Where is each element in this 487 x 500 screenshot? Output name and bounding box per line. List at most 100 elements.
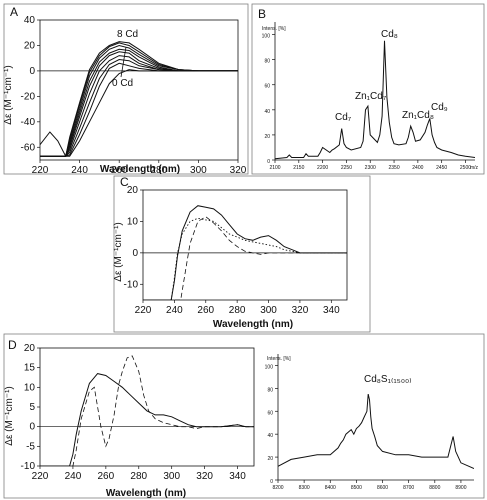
panel-d-left-y-tick-label: 0 <box>29 422 35 433</box>
panel-b-y-tick-label: 20 <box>264 134 270 140</box>
panel-d-right-x-tick-label: 8500 <box>351 485 362 491</box>
panel-d-right-peak-label: Cd₈S₁₍₁₅₀₀₎ <box>364 374 412 385</box>
panel-b-axes: 2100 2150 2200 2250 2300 2350 2400 2450 2500 0 20 4… <box>262 22 475 171</box>
panel-b-y-tick-label: 40 <box>264 109 270 115</box>
panel-d-right-ylabel: Intens. [%] <box>267 356 291 362</box>
panel-d-left-x-tick-label: 220 <box>32 471 49 482</box>
panel-b-peak-zn1cd8: Zn₁Cd₈ <box>402 110 434 121</box>
panel-d-left-ylabel: Δε (M⁻¹cm⁻¹) <box>4 386 15 445</box>
panel-b-y-tick-label: 80 <box>264 59 270 65</box>
panel-c-frame <box>113 175 371 333</box>
panel-d-left-x-tick-label: 340 <box>229 471 246 482</box>
panel-d-left-y-tick-label: 15 <box>24 363 36 374</box>
panel-a-y-tick-label: -40 <box>21 117 36 128</box>
panel-c: C 220 240 260 280 300 320 340 -10 0 10 20 Waveleng… <box>113 175 371 333</box>
panel-d: D 220 240 260 280 300 320 340 -10 -5 0 5 10 15 20 Wav… <box>3 333 485 499</box>
panel-d-right-x-tick-label: 8900 <box>455 485 466 491</box>
panel-c-x-tick-label: 340 <box>323 305 340 316</box>
panel-b-y-tick-label: 0 <box>267 159 270 165</box>
panel-d-right-y-tick-label: 40 <box>267 433 273 439</box>
panel-b-x-tick-label: 2200 <box>317 165 328 171</box>
panel-d-left-series-2-line <box>40 355 254 466</box>
panel-c-y-tick-label: 20 <box>127 185 139 196</box>
panel-c-ylabel: Δε (M⁻¹cm⁻¹) <box>113 222 124 281</box>
panel-b-frame <box>251 3 485 175</box>
panel-d-left-y-tick-label: -5 <box>26 441 35 452</box>
panel-a-series-6-line <box>40 48 238 157</box>
panel-d-left-x-tick-label: 280 <box>130 471 147 482</box>
panel-c-x-tick-label: 320 <box>292 305 309 316</box>
panel-a-annotation-0cd: 0 Cd <box>112 78 133 89</box>
panel-a-axes: 220 240 260 280 300 320 -60 -40 -20 0 20 40 <box>21 15 247 176</box>
panel-d-left-x-tick-label: 300 <box>163 471 180 482</box>
panel-b-x-tick-label: 2300 <box>365 165 376 171</box>
panel-c-y-tick-label: 10 <box>127 216 139 227</box>
panel-d-right-y-tick-label: 60 <box>267 410 273 416</box>
panel-d-left-y-tick-label: 20 <box>24 343 36 354</box>
panel-a-y-tick-label: 40 <box>24 15 36 26</box>
panel-c-y-tick-label: -10 <box>124 279 139 290</box>
panel-d-letter: D <box>8 338 17 352</box>
panel-d-right-x-tick-label: 8600 <box>377 485 388 491</box>
panel-d-right-x-tick-label: 8700 <box>403 485 414 491</box>
panel-d-left-x-tick-label: 260 <box>98 471 115 482</box>
panel-a-y-tick-label: -20 <box>21 91 36 102</box>
panel-a-ylabel: Δε (M⁻¹cm⁻¹) <box>3 65 14 124</box>
panel-b-series <box>275 40 475 160</box>
panel-d-left-series <box>40 355 254 466</box>
panel-c-x-tick-label: 280 <box>229 305 246 316</box>
panel-d-left-y-tick-label: 10 <box>24 382 36 393</box>
panel-d-right-y-tick-label: 80 <box>267 387 273 393</box>
panel-a-x-tick-label: 260 <box>111 165 128 176</box>
panel-c-plot-area <box>142 189 348 301</box>
panel-b: B 2100 2150 2200 2250 2300 2350 2400 2450 250002… <box>251 3 485 175</box>
panel-a-xlabel: Wavelength (nm) <box>100 164 180 175</box>
panel-a-x-tick-label: 220 <box>32 165 49 176</box>
panel-d-left-x-tick-label: 320 <box>196 471 213 482</box>
panel-d-right-series-1-line <box>278 393 474 469</box>
panel-d-right-x-tick-label: 8800 <box>429 485 440 491</box>
panel-a-x-tick-label: 240 <box>71 165 88 176</box>
panel-a-series <box>40 41 238 157</box>
panel-b-x-tick-label: 2150 <box>293 165 304 171</box>
panel-a-x-tick-label: 300 <box>190 165 207 176</box>
panel-d-frame <box>3 333 485 499</box>
panel-d-right-series <box>278 393 474 469</box>
panel-c-series <box>143 205 347 300</box>
panel-d-left-y-tick-label: 5 <box>29 402 35 413</box>
panel-d-left-x-tick-label: 240 <box>65 471 82 482</box>
panel-b-x-tick-label: 2350 <box>388 165 399 171</box>
panel-c-x-tick-label: 240 <box>166 305 183 316</box>
panel-c-series-3-line <box>143 216 347 300</box>
panel-b-letter: B <box>258 7 266 21</box>
panel-c-x-tick-label: 300 <box>260 305 277 316</box>
panel-c-series-2-line <box>143 217 347 300</box>
panel-d-right-y-tick-label: 20 <box>267 456 273 462</box>
panel-d-right-x-tick-label: 8400 <box>325 485 336 491</box>
panel-c-y-tick-label: 0 <box>132 248 138 259</box>
panel-d-right-x-tick-label: 8300 <box>299 485 310 491</box>
panel-d-left-series-1-line <box>40 373 254 466</box>
panel-b-series-1-line <box>275 40 475 160</box>
panel-b-x-tick-label: 2250 <box>341 165 352 171</box>
panel-b-peak-cd8: Cd₈ <box>381 29 398 40</box>
panel-c-xlabel: Wavelength (nm) <box>213 319 293 330</box>
panel-d-left-y-tick-label: -10 <box>21 461 36 472</box>
panel-a-frame <box>3 3 249 175</box>
panel-c-x-tick-label: 220 <box>135 305 152 316</box>
panel-a-annotation-arrow <box>120 46 127 78</box>
panel-d-left-axes: 220 240 260 280 300 320 340 -10 -5 0 5 10 15 20 <box>21 343 255 482</box>
panel-d-left-plot-area <box>39 347 255 467</box>
panel-d-left-xlabel: Wavelength (nm) <box>106 488 186 499</box>
panel-d-right-y-tick-label: 100 <box>265 364 274 370</box>
panel-b-x-tick-label: 2500 <box>460 165 471 171</box>
panel-c-letter: C <box>120 175 129 189</box>
panel-d-right-x-tick-label: 8200 <box>272 485 283 491</box>
panel-a-plot-area <box>39 19 239 161</box>
panel-a-y-tick-label: 0 <box>29 66 35 77</box>
panel-b-peak-zn1cd7: Zn₁Cd₇ <box>355 91 387 102</box>
panel-c-axes: 220 240 260 280 300 320 340 -10 0 10 20 <box>124 185 348 316</box>
panel-b-x-tick-label: 2100 <box>269 165 280 171</box>
